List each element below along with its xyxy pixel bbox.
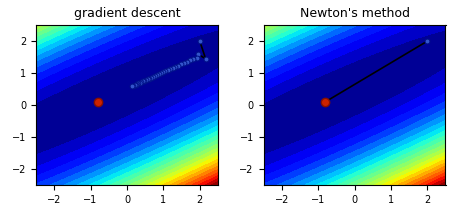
Title: gradient descent: gradient descent <box>74 7 180 20</box>
Title: Newton's method: Newton's method <box>300 7 410 20</box>
